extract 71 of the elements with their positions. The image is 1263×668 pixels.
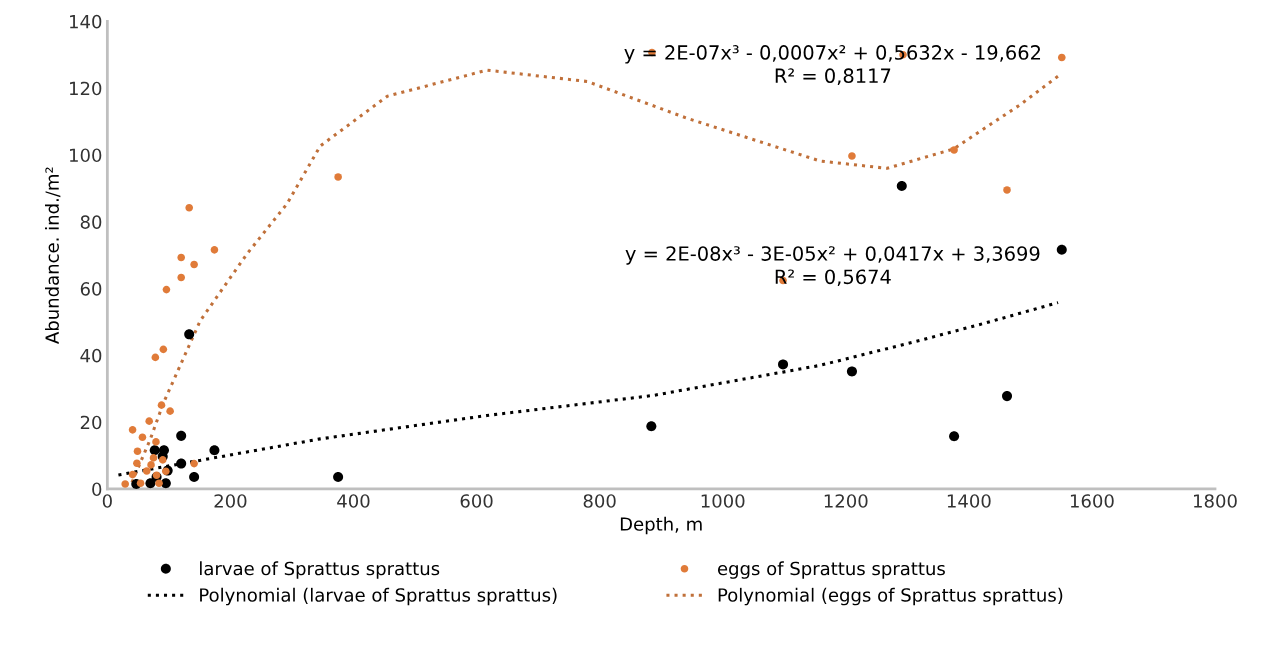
- point: [136, 479, 145, 488]
- point: [147, 461, 155, 469]
- x-axis-title: Depth, m: [620, 516, 702, 535]
- point: [190, 459, 198, 468]
- point: [162, 285, 171, 294]
- y-tick-label: 40: [80, 348, 102, 363]
- point: [1057, 53, 1066, 62]
- y-tick-label: 60: [80, 282, 102, 296]
- point: [209, 445, 220, 456]
- x-tick-label: 800: [583, 494, 616, 508]
- point: [333, 471, 344, 482]
- point: [1002, 391, 1013, 402]
- x-tick-label: 600: [460, 494, 493, 508]
- point: [949, 431, 960, 442]
- point: [896, 181, 907, 192]
- point: [133, 447, 142, 456]
- point: [138, 433, 147, 442]
- point: [1003, 186, 1011, 194]
- legend-label: Polynomial (larvae of Sprattus sprattus): [200, 587, 557, 606]
- point: [190, 260, 198, 269]
- point: [121, 480, 129, 488]
- point: [145, 478, 156, 489]
- legend-label: Polynomial (eggs of Sprattus sprattus): [718, 587, 1063, 606]
- point: [149, 445, 160, 456]
- point: [158, 456, 167, 464]
- point: [142, 467, 151, 475]
- point: [184, 329, 195, 340]
- annotation: y = 2E-08x³ - 3E-05x² + 0,0417x + 3,3699 R² = 0,5674: [625, 246, 1040, 287]
- point: [177, 253, 185, 262]
- point: [210, 246, 219, 254]
- point: [646, 421, 657, 432]
- line-series: [116, 301, 1060, 477]
- y-tick-label: 80: [80, 215, 102, 229]
- x-tick-label: 0: [102, 494, 112, 508]
- y-tick-label: 20: [80, 415, 102, 430]
- point: [176, 458, 187, 469]
- x-tick-label: 1800: [1194, 494, 1237, 508]
- point: [145, 417, 153, 425]
- point: [1056, 244, 1067, 255]
- legend-label: larvae of Sprattus sprattus: [200, 561, 440, 579]
- point: [155, 479, 163, 488]
- point: [846, 366, 857, 377]
- point: [152, 438, 160, 446]
- point: [133, 459, 141, 468]
- point: [848, 152, 856, 160]
- y-axis-title: Abundance. ind./m²: [45, 167, 61, 344]
- x-tick-label: 1600: [1070, 494, 1114, 508]
- y-tick-label: 100: [70, 148, 102, 163]
- point: [159, 345, 168, 354]
- point: [128, 426, 137, 434]
- x-tick-label: 400: [337, 494, 370, 508]
- point: [778, 359, 789, 370]
- point: [151, 353, 160, 362]
- point: [185, 203, 193, 212]
- y-tick-label: 120: [70, 81, 102, 96]
- point: [176, 430, 187, 441]
- x-tick-label: 1400: [947, 494, 991, 508]
- y-tick-label: 140: [70, 14, 102, 29]
- point: [149, 454, 158, 462]
- point: [128, 470, 137, 479]
- point: [166, 407, 174, 415]
- point: [950, 146, 958, 154]
- legend-label: eggs of Sprattus sprattus: [717, 561, 945, 579]
- x-tick-label: 1000: [701, 494, 745, 508]
- x-tick-label: 1200: [824, 494, 868, 508]
- point: [189, 471, 200, 482]
- point: [334, 173, 342, 181]
- y-tick-label: 0: [92, 482, 102, 497]
- x-tick-label: 200: [214, 494, 247, 508]
- point: [157, 401, 166, 409]
- point: [177, 273, 185, 282]
